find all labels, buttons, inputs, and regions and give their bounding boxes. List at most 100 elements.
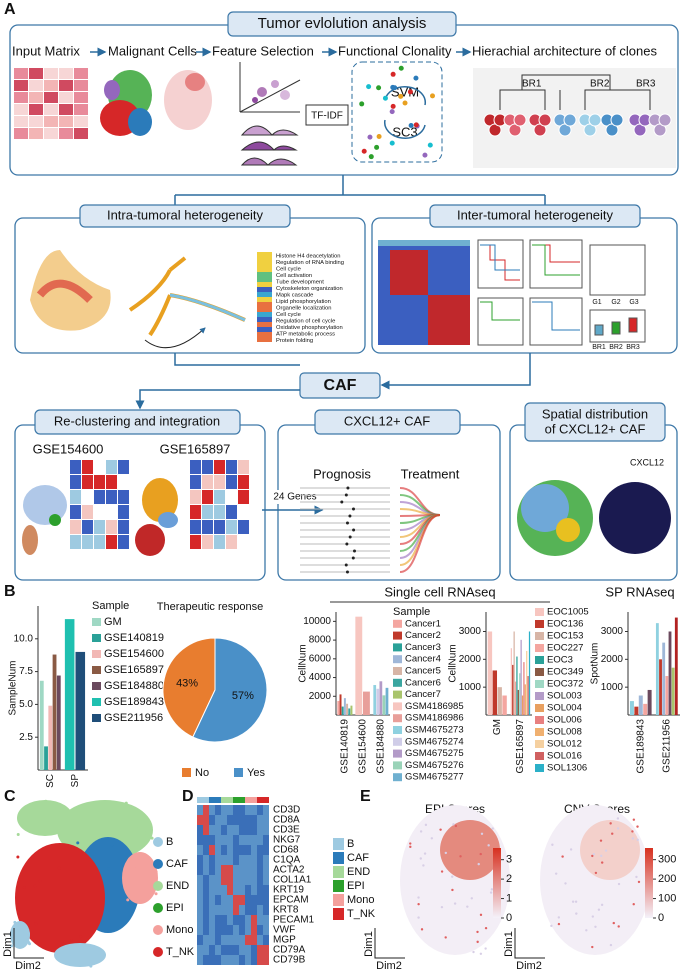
legend-label: EOC227 (547, 643, 583, 654)
x-tick-label: GSE211956 (662, 719, 673, 773)
heat-cell (239, 855, 245, 865)
heat-cell (239, 945, 245, 955)
box-title: Inter-tumoral heterogeneity (457, 207, 614, 222)
branch: BR1 (592, 344, 606, 351)
heat-cell (251, 805, 257, 815)
legend-swatch (393, 737, 402, 746)
heat-cell (245, 895, 251, 905)
annot (215, 797, 221, 803)
panel-label: C (4, 788, 16, 805)
heat-cell (209, 875, 215, 885)
cell (34, 922, 38, 926)
matrix-cell (44, 128, 58, 139)
step: Functional Clonality (338, 43, 452, 58)
cell (146, 881, 150, 885)
cluster (122, 852, 158, 904)
cell (33, 884, 37, 888)
bar (382, 695, 386, 715)
box-title: Re-clustering and integration (54, 413, 220, 428)
cell (564, 882, 567, 885)
cell (636, 838, 639, 842)
heat-cell (214, 460, 225, 474)
cell (599, 839, 603, 842)
heat-cell (257, 267, 272, 272)
legend-label: EOC3 (547, 655, 573, 666)
heat-cell (82, 535, 93, 549)
y-tick-label: 1000 (459, 682, 482, 693)
heat-cell (214, 505, 225, 519)
heat-cell (245, 865, 251, 875)
heat-cell (245, 855, 251, 865)
legend-dot (153, 925, 163, 935)
gene-label: MGP (273, 935, 296, 946)
cell (154, 870, 158, 874)
bar (64, 619, 75, 770)
matrix-cell (44, 92, 58, 103)
cell (554, 872, 558, 875)
heat-cell (190, 475, 201, 489)
heat-cell (209, 925, 215, 935)
heat-cell (263, 945, 269, 955)
step: Feature Selection (212, 43, 314, 58)
heat-cell (221, 935, 227, 945)
tfidf-box (305, 104, 349, 126)
heat-cell (118, 475, 129, 489)
cell (16, 900, 20, 904)
heat-cell (215, 945, 221, 955)
heat-cell (118, 505, 129, 519)
cell (594, 925, 597, 928)
legend-label: SOL016 (547, 751, 582, 762)
cell (557, 916, 561, 919)
step: Input Matrix (12, 43, 80, 58)
dot (390, 71, 396, 77)
legend-label: GSE140819 (104, 632, 164, 644)
pathway-term: Regulation of cell cycle (276, 319, 335, 325)
panel-label: B (4, 583, 16, 600)
title-box (79, 204, 291, 228)
legend-dot (153, 837, 163, 847)
heat-cell (239, 905, 245, 915)
cell (635, 875, 638, 879)
axis-label: Dim2 (376, 960, 402, 972)
heat-cell (209, 835, 215, 845)
legend-label: EPI (166, 902, 184, 914)
heat-cell (197, 905, 203, 915)
heat-cell (227, 905, 233, 915)
legend-label: GSM4675276 (405, 760, 464, 771)
box-title: of CXCL12+ CAF (545, 421, 646, 436)
heat-cell (263, 805, 269, 815)
bar (510, 648, 512, 715)
title-box (34, 409, 241, 435)
x-tick-label: SC (45, 774, 56, 788)
cell (600, 861, 604, 864)
legend-label: SOL012 (547, 739, 582, 750)
colorbar-label: 300 (658, 854, 676, 866)
colorbar-label: 1 (506, 892, 512, 904)
bar (659, 659, 662, 715)
legend-swatch (393, 655, 402, 664)
gene-label: CD79B (273, 955, 306, 966)
axis-label: Dim1 (363, 931, 375, 957)
legend-swatch (182, 768, 191, 777)
heat-cell (263, 855, 269, 865)
dot (422, 152, 428, 158)
gene-label: NKG7 (273, 835, 301, 846)
embedding (440, 820, 500, 880)
heat-cell (215, 865, 221, 875)
x-tick-label: GM (492, 719, 503, 735)
cell (571, 900, 575, 903)
heat-cell (106, 460, 117, 474)
heat-cell (82, 460, 93, 474)
heat-cell (203, 875, 209, 885)
heat-cell (233, 875, 239, 885)
legend-label: Cancer5 (405, 666, 441, 677)
heat-cell (202, 475, 213, 489)
heat-cell (70, 460, 81, 474)
heat-cell (251, 925, 257, 935)
branch: BR3 (626, 344, 640, 351)
dot (398, 65, 404, 71)
cell (101, 921, 105, 925)
branch: BR3 (636, 79, 656, 90)
heat-cell (203, 825, 209, 835)
heat-cell (70, 505, 81, 519)
